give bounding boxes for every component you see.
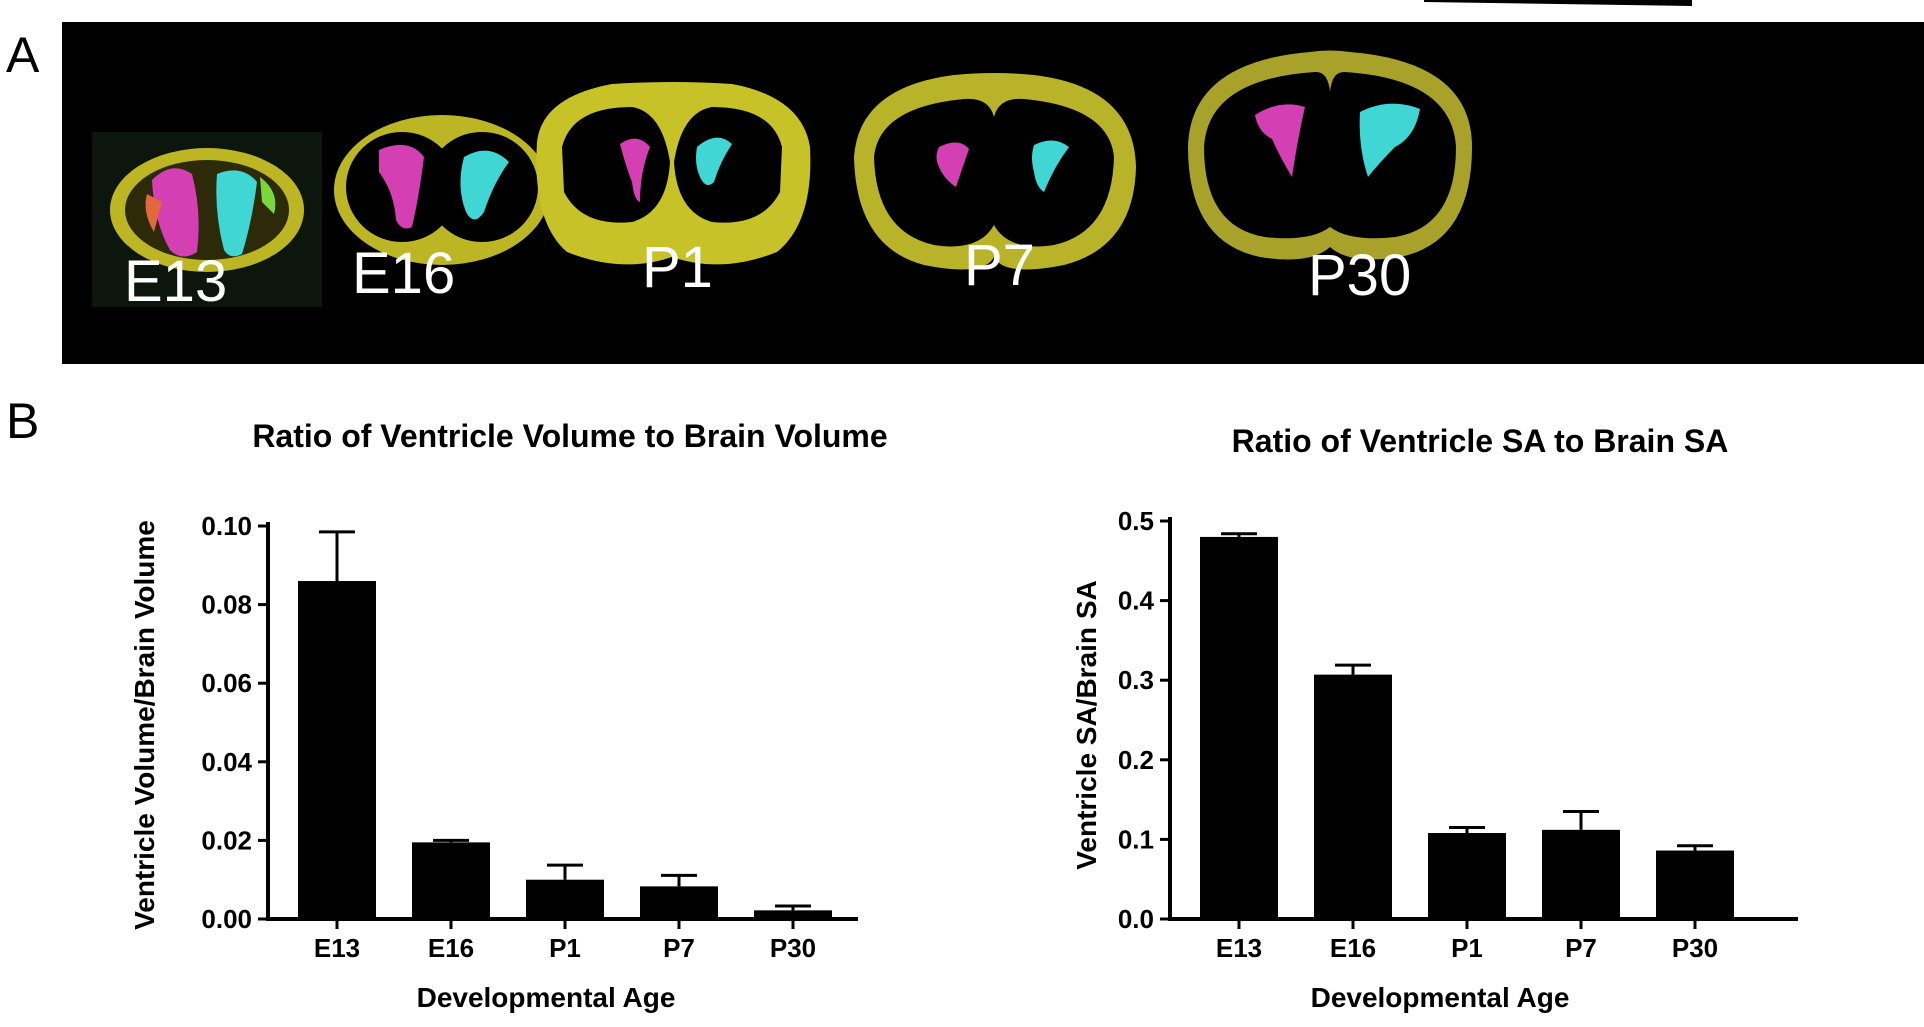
chart-title: Ratio of Ventricle Volume to Brain Volum… — [252, 418, 887, 454]
x-tick-label-e13: E13 — [1216, 933, 1262, 963]
y-tick-label: 0.04 — [201, 747, 252, 777]
y-tick-label: 0.02 — [201, 825, 252, 855]
brain-image-p30 — [1188, 50, 1472, 260]
bar-p30 — [1656, 850, 1734, 919]
surface-area-ratio-chart: Ratio of Ventricle SA to Brain SA Ventri… — [1071, 423, 1798, 1013]
x-tick-label-e16: E16 — [1330, 933, 1376, 963]
y-axis-label: Ventricle SA/Brain SA — [1071, 580, 1102, 869]
brain-image-e16 — [334, 115, 550, 265]
x-axis-label: Developmental Age — [417, 982, 676, 1013]
y-tick-label: 0.00 — [201, 904, 252, 934]
x-tick-label-p30: P30 — [770, 933, 816, 963]
y-tick-label: 0.06 — [201, 668, 252, 698]
brain-image-e13 — [92, 132, 322, 307]
bar-p7 — [640, 886, 718, 919]
x-axis-label: Developmental Age — [1311, 982, 1570, 1013]
brain-label-p30: P30 — [1308, 243, 1412, 308]
panel-b-label: B — [6, 393, 40, 449]
brain-label-p1: P1 — [642, 235, 713, 300]
x-tick-label-e16: E16 — [428, 933, 474, 963]
y-tick-label: 0.10 — [201, 511, 252, 541]
brain-label-p7: P7 — [964, 233, 1035, 298]
y-tick-label: 0.5 — [1118, 506, 1154, 536]
panel-a-label: A — [6, 27, 40, 83]
x-tick-label-e13: E13 — [314, 933, 360, 963]
chart-title: Ratio of Ventricle SA to Brain SA — [1232, 423, 1729, 459]
bar-p1 — [526, 879, 604, 919]
volume-ratio-chart: Ratio of Ventricle Volume to Brain Volum… — [129, 418, 888, 1013]
bar-e16 — [1314, 674, 1392, 919]
x-tick-label-p1: P1 — [1451, 933, 1483, 963]
bar-p7 — [1542, 829, 1620, 919]
x-tick-label-p7: P7 — [1565, 933, 1597, 963]
y-tick-label: 0.2 — [1118, 745, 1154, 775]
brain-label-e13: E13 — [124, 249, 228, 314]
x-tick-label-p7: P7 — [663, 933, 695, 963]
y-tick-label: 0.08 — [201, 590, 252, 620]
bar-p30 — [754, 910, 832, 919]
bar-p1 — [1428, 833, 1506, 919]
bar-e16 — [412, 842, 490, 919]
y-axis-label: Ventricle Volume/Brain Volume — [129, 520, 160, 930]
y-tick-label: 0.3 — [1118, 665, 1154, 695]
y-tick-label: 0.4 — [1118, 586, 1155, 616]
x-tick-label-p1: P1 — [549, 933, 581, 963]
top-edge-wedge — [1424, 0, 1692, 6]
brain-image-p7 — [854, 73, 1136, 270]
brain-image-p1 — [536, 82, 811, 265]
brain-label-e16: E16 — [352, 241, 456, 306]
brain-reconstruction-strip: E13 E16 P1 P7 P30 — [62, 22, 1924, 364]
y-tick-label: 0.0 — [1118, 904, 1154, 934]
bar-e13 — [298, 581, 376, 919]
y-tick-label: 0.1 — [1118, 824, 1154, 854]
bar-e13 — [1200, 536, 1278, 919]
x-tick-label-p30: P30 — [1672, 933, 1718, 963]
